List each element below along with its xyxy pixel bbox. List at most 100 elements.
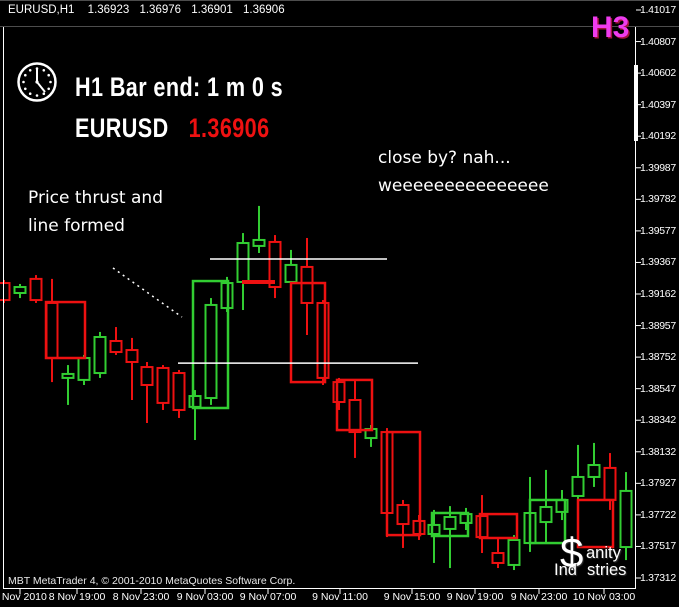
pattern-box-up[interactable] <box>430 511 470 538</box>
quote-high: 1.36976 <box>139 4 182 16</box>
time-axis-label: 9 Nov 11:00 <box>312 591 368 603</box>
candle-body-up <box>459 513 473 524</box>
candle-body-up <box>93 336 107 375</box>
annotation-line: line formed <box>28 216 125 236</box>
sanity-industries-watermark: $ anity Ind stries <box>552 529 679 590</box>
bar-timer-label: H1 Bar end: 1 m 0 s <box>75 72 283 103</box>
price-axis-label: 1.40602 <box>640 67 676 80</box>
candle-body-up <box>236 242 250 283</box>
pattern-box-down[interactable] <box>478 512 519 540</box>
pattern-box-down[interactable] <box>576 498 615 549</box>
pattern-box-down[interactable] <box>289 281 327 384</box>
symbol-label: EURUSD <box>75 113 169 143</box>
candle-body-down <box>348 399 362 434</box>
candle-body-up <box>571 475 585 497</box>
price-axis-label: 1.38342 <box>640 414 676 427</box>
annotation-price-thrust: Price thrust and line formed <box>28 184 163 240</box>
price-axis-label: 1.37312 <box>640 572 676 584</box>
candle-body-down <box>316 301 330 379</box>
price-axis-label: 1.39367 <box>640 256 676 269</box>
time-axis-label: 8 Nov 19:00 <box>48 591 106 603</box>
price-axis-label: 1.37722 <box>640 508 676 521</box>
candle-body-up <box>77 357 91 381</box>
annotation-close-by: close by? nah... weeeeeeeeeeeeeee <box>378 144 549 200</box>
annotation-line: weeeeeeeeeeeeeee <box>378 176 549 196</box>
quote-open: 1.36923 <box>87 4 130 16</box>
time-axis-label: 8 Nov 23:00 <box>112 591 170 603</box>
candle-body-down <box>109 339 123 354</box>
candle-body-down <box>332 381 346 404</box>
pattern-box-down[interactable] <box>335 378 374 432</box>
candle-body-up <box>539 506 553 524</box>
candle-body-down <box>29 277 43 302</box>
quote-symbol-period: EURUSD,H1 <box>8 4 75 16</box>
time-axis-label: 9 Nov 07:00 <box>239 591 297 603</box>
candle-body-up <box>619 489 633 549</box>
dollar-sign-icon: $ <box>560 529 584 576</box>
quote-bar: EURUSD,H1 1.36923 1.36976 1.36901 1.3690… <box>8 4 292 16</box>
time-axis-label: 9 Nov 03:00 <box>176 591 234 603</box>
bar-timer-text: H1 Bar end: 1 m 0 s <box>75 72 284 102</box>
session-label-h3: H3 <box>591 11 630 44</box>
price-axis-label: 1.37517 <box>640 540 676 553</box>
price-scale-grip[interactable] <box>634 65 638 141</box>
candle-body-down <box>125 349 139 363</box>
candle-body-down <box>603 466 617 501</box>
candle-body-up <box>443 515 457 530</box>
time-axis-label: 9 Nov 23:00 <box>510 591 568 603</box>
price-axis-label: 1.39577 <box>640 224 676 237</box>
price-axis-label: 1.40192 <box>640 130 676 143</box>
price-axis-label: 1.40397 <box>640 98 676 111</box>
candle-body-up <box>13 286 27 295</box>
candle-body-up <box>61 372 75 379</box>
clock-icon <box>17 62 57 102</box>
annotation-line: Price thrust and <box>28 188 163 208</box>
price-axis-label: 1.38547 <box>640 382 676 395</box>
watermark-text: Ind <box>554 561 577 579</box>
candle-body-down <box>156 366 170 404</box>
symbol-price-line: EURUSD 1.36906 <box>75 113 270 144</box>
annotation-line: close by? nah... <box>378 148 511 168</box>
copyright-notice: MBT MetaTrader 4, © 2001-2010 MetaQuotes… <box>8 575 296 587</box>
candle-body-up <box>284 263 298 283</box>
candle-body-up <box>427 523 441 536</box>
time-axis-label: 10 Nov 03:00 <box>572 591 636 603</box>
price-axis-label: 1.38132 <box>640 445 676 458</box>
price-axis-label: 1.39987 <box>640 161 676 174</box>
watermark-text: anity <box>586 544 621 562</box>
pattern-box-down[interactable] <box>385 430 422 537</box>
price-axis-label: 1.40807 <box>640 35 676 48</box>
candle-body-down <box>475 515 489 539</box>
price-axis-label: 1.38957 <box>640 319 676 332</box>
price-axis-label: 1.39782 <box>640 193 676 206</box>
time-axis-label: 8 Nov 2010 <box>0 591 47 603</box>
candle-body-up <box>204 303 218 400</box>
candle-body-down <box>300 265 314 304</box>
candle-body-down <box>140 366 154 386</box>
candle-body-down <box>0 282 11 302</box>
price-axis-label: 1.41017 <box>640 4 676 16</box>
candle-body-down <box>491 552 505 564</box>
candle-body-up <box>188 395 202 408</box>
price-axis-label: 1.37927 <box>640 477 676 490</box>
candle-body-down <box>396 504 410 526</box>
candle-body-down <box>268 240 282 289</box>
candle-body-up <box>507 538 521 566</box>
candle-body-up <box>252 238 266 247</box>
candle-body-up <box>587 464 601 478</box>
time-axis-label: 9 Nov 19:00 <box>446 591 504 603</box>
quote-close: 1.36906 <box>243 4 285 16</box>
price-axis-label: 1.38752 <box>640 351 676 364</box>
price-axis-label: 1.39162 <box>640 288 676 300</box>
pattern-box-down[interactable] <box>44 300 87 360</box>
time-axis-label: 9 Nov 15:00 <box>383 591 441 603</box>
current-price-label: 1.36906 <box>188 113 270 143</box>
watermark-text: stries <box>587 561 627 579</box>
pattern-box-up[interactable] <box>528 498 567 545</box>
dashed-trendline[interactable] <box>112 267 183 318</box>
candle-body-down <box>172 372 186 411</box>
candle-body-down <box>45 301 59 360</box>
pattern-box-up[interactable] <box>191 279 230 410</box>
